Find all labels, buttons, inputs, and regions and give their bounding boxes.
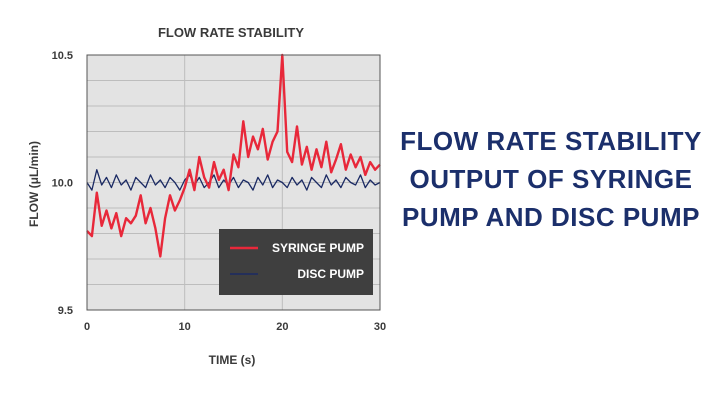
series-line-syringe-pump	[86, 53, 381, 258]
tick-labels: 0 10 20 30 9.5 10.0 10.5	[52, 50, 387, 333]
y-tick-label: 10.5	[52, 50, 73, 62]
headline-line-2: OUTPUT OF SYRINGE	[409, 164, 693, 194]
x-tick-label: 30	[374, 321, 386, 333]
y-tick-label: 10.0	[52, 178, 73, 190]
legend-label-syringe-pump: SYRINGE PUMP	[272, 241, 364, 255]
headline-line-1: FLOW RATE STABILITY	[400, 126, 702, 156]
x-tick-label: 0	[84, 321, 90, 333]
legend-box	[219, 229, 373, 295]
chart-title: FLOW RATE STABILITY	[158, 25, 304, 40]
y-tick-label: 9.5	[58, 305, 73, 317]
plot-frame	[86, 54, 381, 311]
x-tick-label: 10	[179, 321, 191, 333]
headline-line-3: PUMP AND DISC PUMP	[402, 202, 700, 232]
series-layer	[86, 53, 381, 258]
legend-label-disc-pump: DISC PUMP	[297, 267, 364, 281]
x-tick-label: 20	[276, 321, 288, 333]
headline: FLOW RATE STABILITY OUTPUT OF SYRINGE PU…	[392, 122, 710, 236]
legend: SYRINGE PUMP DISC PUMP	[219, 229, 373, 295]
x-axis-label: TIME (s)	[209, 353, 256, 367]
y-axis-label: FLOW (μL/min)	[27, 141, 41, 227]
series-line-disc-pump	[86, 169, 381, 191]
